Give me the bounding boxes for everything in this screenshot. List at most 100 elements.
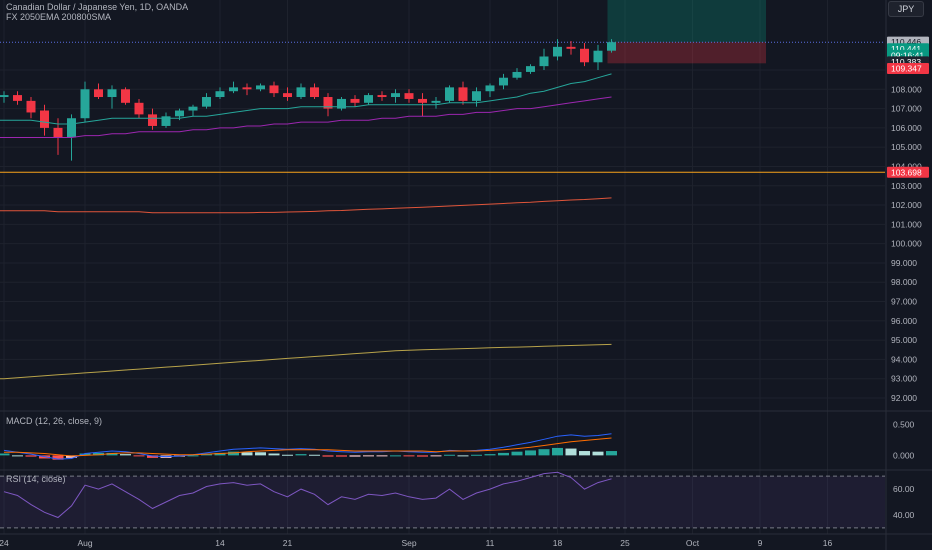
macd-histogram-bar [268, 453, 280, 456]
macd-axis-label: 0.500 [893, 419, 915, 429]
macd-histogram-bar [511, 451, 523, 456]
candle-body [242, 87, 252, 90]
candle [229, 81, 238, 94]
candle-body [215, 91, 225, 98]
candle-body [364, 95, 373, 103]
macd-histogram-bar [606, 451, 617, 456]
macd-histogram-bar [417, 455, 428, 457]
price-axis-label: 107.000 [891, 104, 922, 114]
macd-histogram-bar [214, 452, 226, 456]
macd-histogram-bar [228, 451, 239, 456]
price-tag-bg [887, 166, 929, 178]
candle-body [53, 127, 63, 138]
macd-histogram-bar [133, 455, 145, 457]
candle [121, 87, 130, 105]
macd-histogram-bar [120, 454, 131, 456]
macd-title[interactable]: MACD (12, 26, close, 9) [6, 416, 103, 426]
macd-histogram-bar [484, 454, 496, 456]
candles [0, 39, 616, 161]
macd-histogram-bar [457, 455, 469, 457]
candle [148, 108, 157, 130]
candle [593, 44, 603, 70]
time-axis-label: 18 [553, 538, 563, 548]
candle-body [526, 66, 535, 72]
rsi-band [0, 476, 885, 528]
candle [350, 95, 360, 107]
candle-body [539, 56, 549, 67]
price-axis-label: 97.000 [891, 297, 917, 307]
ma-line-ema-20 [0, 73, 612, 125]
candle-body [161, 116, 171, 126]
candle [553, 39, 562, 61]
price-tag: 103.698 [887, 166, 929, 178]
price-axis-label: 102.000 [891, 200, 922, 210]
price-axis-label: 101.000 [891, 219, 922, 229]
macd-histogram-bar [538, 449, 550, 456]
candle [377, 91, 387, 101]
macd-histogram-bar [322, 455, 334, 457]
time-axis-label: 14 [215, 538, 225, 548]
rsi-pane: 60.00 40.00 [0, 471, 915, 529]
candle-body [229, 87, 238, 92]
candle-body [553, 46, 562, 57]
candle-body [148, 114, 157, 126]
price-axis-label: 95.000 [891, 335, 917, 345]
ma-line-sma-800 [0, 343, 612, 380]
macd-histogram-bar [336, 455, 347, 457]
price-tag-text: 109.347 [891, 63, 922, 73]
candle-body [121, 89, 130, 103]
ma-line-ema-50 [0, 96, 612, 138]
macd-histogram-bar [201, 454, 212, 456]
candle-body [0, 95, 9, 98]
candle [472, 87, 481, 107]
time-axis-label: 16 [823, 538, 833, 548]
macd-histogram-bar [241, 452, 253, 456]
price-axis-label: 93.000 [891, 374, 917, 384]
candle-body [418, 98, 427, 103]
price-axis-label: 103.000 [891, 181, 922, 191]
price-axis: 92.000 93.000 94.000 95.000 96.000 97.000 98.0… [887, 36, 929, 403]
macd-histogram-bar [309, 454, 320, 456]
macd-histogram-bar [0, 453, 10, 456]
macd-signal-line [4, 437, 612, 457]
candle [485, 83, 495, 98]
candle [94, 83, 103, 99]
macd-histogram-bar [52, 455, 64, 460]
candle-body [377, 95, 387, 98]
macd-histogram-bar [93, 452, 104, 456]
macd-histogram-bar [444, 454, 455, 456]
price-axis-label: 92.000 [891, 393, 917, 403]
indicators-label[interactable]: FX 2050EMA 200800SMA [6, 12, 112, 22]
candle-body [296, 87, 306, 98]
macd-axis-label: 0.000 [893, 450, 915, 460]
candle-body [431, 100, 441, 103]
candle [188, 104, 198, 117]
price-axis-label: 98.000 [891, 277, 917, 287]
candle [0, 91, 9, 103]
macd-histogram-bar [390, 455, 401, 457]
candle-body [269, 85, 279, 94]
price-axis-label: 106.000 [891, 123, 922, 133]
macd-histogram-bar [579, 451, 590, 456]
stop-zone [607, 42, 766, 64]
macd-histogram-bar [363, 455, 374, 457]
price-tag-text: 103.698 [891, 167, 922, 177]
time-axis-label: 21 [283, 538, 293, 548]
price-tag-bg [887, 62, 929, 74]
candle [431, 97, 441, 109]
rsi-title[interactable]: RSI (14, close) [6, 474, 66, 484]
candle [499, 73, 508, 90]
macd-histogram-bar [282, 454, 293, 456]
time-axis-label: Oct [686, 538, 700, 548]
candle-body [80, 89, 90, 119]
candle-body [593, 50, 603, 63]
time-axis-label: 9 [758, 538, 763, 548]
candle [242, 83, 252, 96]
candle [404, 89, 414, 103]
macd-histogram-bar [430, 455, 442, 457]
candle-body [566, 46, 576, 49]
overlays [0, 0, 885, 173]
candle-body [445, 87, 454, 101]
currency-button[interactable]: JPY [888, 1, 924, 17]
